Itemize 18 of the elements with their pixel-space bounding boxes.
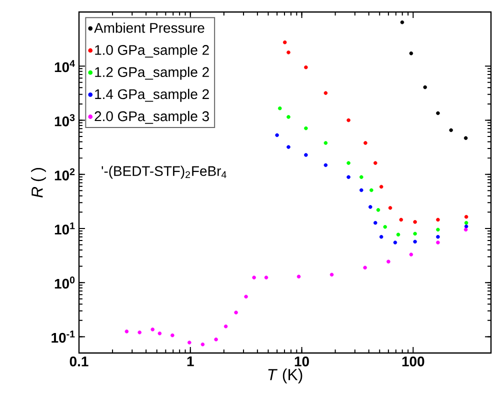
x-tick-label: 10 xyxy=(294,356,309,366)
y-tick-label: 10$^{3}$ xyxy=(54,114,75,126)
x-tick-label: 1 xyxy=(187,356,194,366)
y-tick-label: 10$^{-1}$ xyxy=(52,330,75,343)
legend-label: 1.4 GPa_sample 2 xyxy=(95,88,209,102)
x-tick-label: 0.1 xyxy=(70,356,88,366)
y-tick-label: 10$^{2}$ xyxy=(54,168,75,180)
legend-label: 1.2 GPa_sample 2 xyxy=(95,66,209,80)
y-tick-label: 10$^{4}$ xyxy=(54,60,75,72)
y-tick-label: 10$^{0}$ xyxy=(54,276,75,289)
legend-label: 2.0 GPa_sample 3 xyxy=(94,110,209,124)
legend-label: 1.0 GPa_sample 2 xyxy=(95,44,209,58)
annotation: '-(BEDT-STF)$_{2}$FeBr$_{4}$ xyxy=(102,166,226,179)
x-tick-label: 100 xyxy=(402,356,424,366)
x-axis-title: T (K) xyxy=(268,368,302,384)
y-axis-title: R ( ) xyxy=(31,168,46,198)
y-tick-label: 10$^{1}$ xyxy=(54,222,75,235)
legend-label: Ambient Pressure xyxy=(94,22,204,33)
